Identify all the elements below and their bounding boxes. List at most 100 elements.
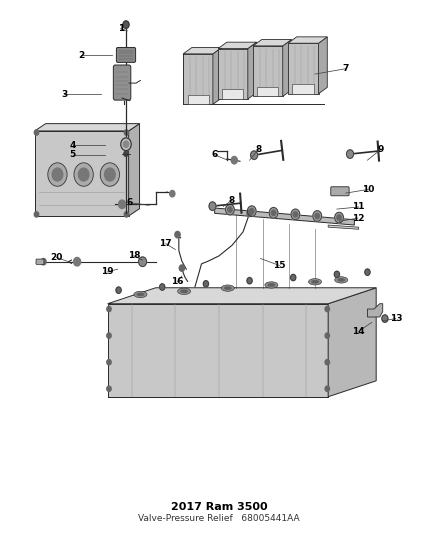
Ellipse shape [224,286,232,290]
Text: 2: 2 [78,51,85,60]
Text: 11: 11 [353,203,365,212]
Circle shape [48,163,67,186]
Circle shape [250,208,254,214]
Polygon shape [292,84,314,94]
FancyBboxPatch shape [113,65,131,100]
Ellipse shape [311,280,319,284]
Ellipse shape [265,282,278,288]
Text: 9: 9 [378,145,384,154]
Ellipse shape [180,289,188,293]
FancyBboxPatch shape [117,47,136,62]
Polygon shape [213,47,222,104]
Circle shape [226,204,234,215]
Text: 5: 5 [70,150,76,159]
Circle shape [209,202,216,211]
Ellipse shape [134,291,147,297]
Circle shape [119,200,126,208]
Circle shape [313,211,321,221]
Circle shape [325,333,329,338]
Polygon shape [328,225,359,229]
Ellipse shape [335,277,348,283]
Polygon shape [35,124,140,131]
Circle shape [228,207,232,212]
Polygon shape [129,124,140,216]
Circle shape [159,284,165,290]
Circle shape [325,386,329,391]
Circle shape [34,212,39,217]
Circle shape [139,257,147,266]
Circle shape [124,212,129,217]
Polygon shape [253,46,283,96]
Text: 7: 7 [343,64,349,73]
FancyBboxPatch shape [331,187,349,196]
Ellipse shape [221,285,234,292]
Circle shape [365,269,370,276]
Polygon shape [183,54,213,104]
Polygon shape [258,87,279,96]
Text: 1: 1 [118,24,124,33]
Ellipse shape [337,278,345,282]
Circle shape [247,210,252,216]
Polygon shape [215,208,354,225]
Circle shape [247,206,256,216]
Circle shape [124,141,129,148]
Circle shape [325,360,329,365]
Circle shape [293,212,297,217]
Circle shape [74,257,81,266]
Polygon shape [253,39,291,46]
Circle shape [52,168,63,181]
Polygon shape [108,288,376,304]
Circle shape [124,130,129,135]
Text: 15: 15 [273,261,286,270]
Circle shape [231,157,237,164]
Text: 13: 13 [389,314,402,323]
Text: 12: 12 [352,214,364,223]
Polygon shape [187,95,208,104]
Circle shape [337,215,341,220]
Circle shape [203,281,208,287]
Circle shape [121,138,131,151]
Circle shape [100,163,120,186]
Ellipse shape [177,288,191,294]
Circle shape [123,21,129,28]
Circle shape [107,360,111,365]
Polygon shape [318,37,327,94]
Polygon shape [108,304,328,397]
Circle shape [269,207,278,218]
Circle shape [179,265,184,271]
Polygon shape [218,42,257,49]
Circle shape [41,259,46,265]
Text: 17: 17 [159,239,172,248]
Polygon shape [248,42,257,99]
Polygon shape [288,43,318,94]
Text: 19: 19 [101,268,114,276]
Text: Valve-Pressure Relief   68005441AA: Valve-Pressure Relief 68005441AA [138,514,300,523]
Ellipse shape [268,283,276,287]
Polygon shape [283,39,291,96]
Circle shape [251,151,258,159]
Circle shape [105,168,115,181]
Text: 10: 10 [362,185,374,194]
Text: 3: 3 [61,90,67,99]
Circle shape [107,306,111,312]
Text: 8: 8 [255,145,261,154]
Polygon shape [367,304,383,317]
Text: 8: 8 [229,196,235,205]
Circle shape [272,210,276,215]
Polygon shape [328,288,376,397]
Text: 20: 20 [50,253,63,262]
Circle shape [290,274,296,281]
Ellipse shape [308,279,321,285]
Polygon shape [183,47,222,54]
Circle shape [116,287,121,293]
Circle shape [334,271,339,278]
Polygon shape [35,131,129,216]
Circle shape [124,151,128,157]
Text: 2017 Ram 3500: 2017 Ram 3500 [171,502,267,512]
Circle shape [107,386,111,391]
Text: 16: 16 [171,277,184,286]
Polygon shape [223,90,244,99]
Polygon shape [288,37,327,43]
Circle shape [335,212,343,223]
Circle shape [170,190,175,197]
